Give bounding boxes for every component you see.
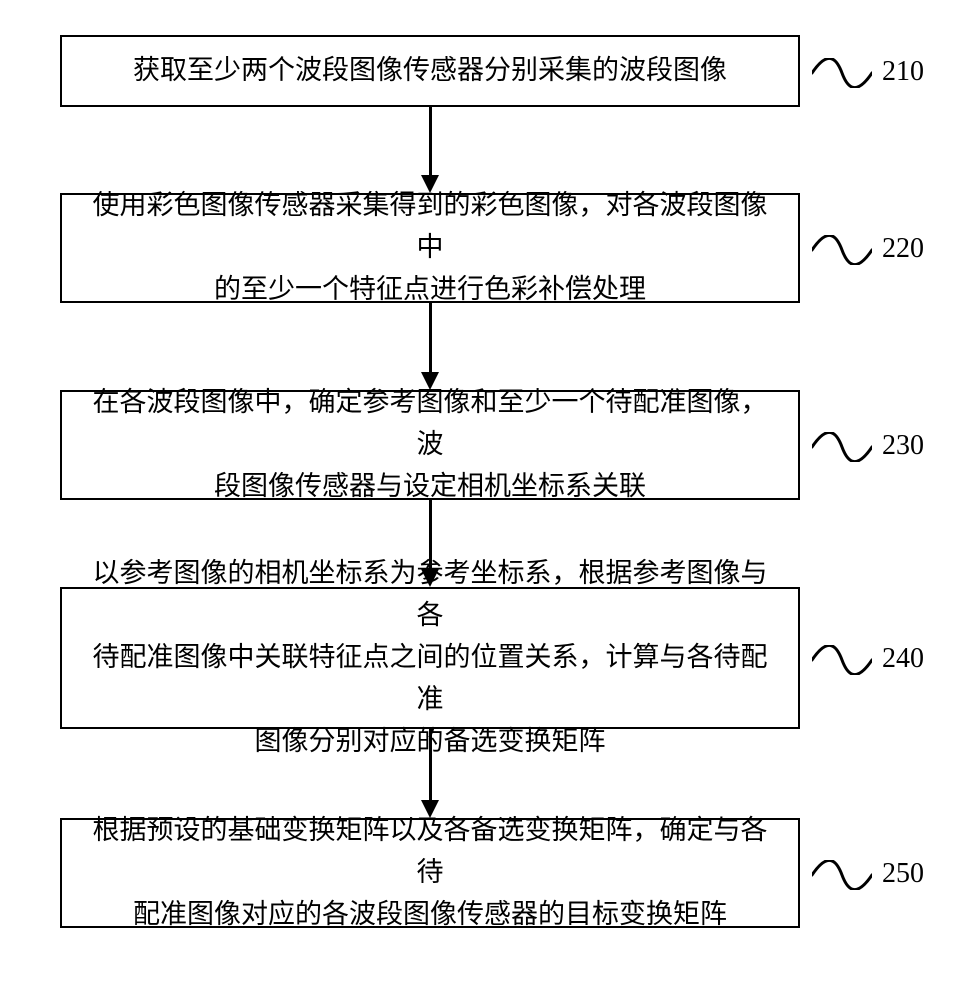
- step-220-box: 使用彩色图像传感器采集得到的彩色图像，对各波段图像中 的至少一个特征点进行色彩补…: [60, 193, 800, 303]
- arrow-step-240-to-step-250-shaft: [429, 729, 432, 800]
- step-250-label: 250: [882, 858, 924, 890]
- step-210-label: 210: [882, 56, 924, 88]
- step-220-connector-tilde: [812, 235, 872, 265]
- step-250-text: 根据预设的基础变换矩阵以及各备选变换矩阵，确定与各待 配准图像对应的各波段图像传…: [82, 810, 778, 936]
- step-250-box: 根据预设的基础变换矩阵以及各备选变换矩阵，确定与各待 配准图像对应的各波段图像传…: [60, 818, 800, 928]
- arrow-step-230-to-step-240-shaft: [429, 500, 432, 569]
- arrow-step-220-to-step-230-shaft: [429, 303, 432, 372]
- step-240-connector-tilde: [812, 645, 872, 675]
- step-220-label: 220: [882, 233, 924, 265]
- arrow-step-220-to-step-230-head: [421, 372, 439, 390]
- step-230-box: 在各波段图像中，确定参考图像和至少一个待配准图像，波 段图像传感器与设定相机坐标…: [60, 390, 800, 500]
- step-210-connector-tilde: [812, 58, 872, 88]
- step-220-text: 使用彩色图像传感器采集得到的彩色图像，对各波段图像中 的至少一个特征点进行色彩补…: [82, 185, 778, 311]
- step-230-label: 230: [882, 430, 924, 462]
- arrow-step-230-to-step-240-head: [421, 569, 439, 587]
- step-250-connector-tilde: [812, 860, 872, 890]
- step-210-text: 获取至少两个波段图像传感器分别采集的波段图像: [133, 50, 727, 92]
- arrow-step-210-to-step-220-head: [421, 175, 439, 193]
- step-230-text: 在各波段图像中，确定参考图像和至少一个待配准图像，波 段图像传感器与设定相机坐标…: [82, 382, 778, 508]
- arrow-step-240-to-step-250-head: [421, 800, 439, 818]
- step-210-box: 获取至少两个波段图像传感器分别采集的波段图像: [60, 35, 800, 107]
- step-240-label: 240: [882, 643, 924, 675]
- step-230-connector-tilde: [812, 432, 872, 462]
- step-240-box: 以参考图像的相机坐标系为参考坐标系，根据参考图像与各 待配准图像中关联特征点之间…: [60, 587, 800, 729]
- flowchart-canvas: 获取至少两个波段图像传感器分别采集的波段图像 210 使用彩色图像传感器采集得到的彩…: [0, 0, 975, 1000]
- arrow-step-210-to-step-220-shaft: [429, 107, 432, 175]
